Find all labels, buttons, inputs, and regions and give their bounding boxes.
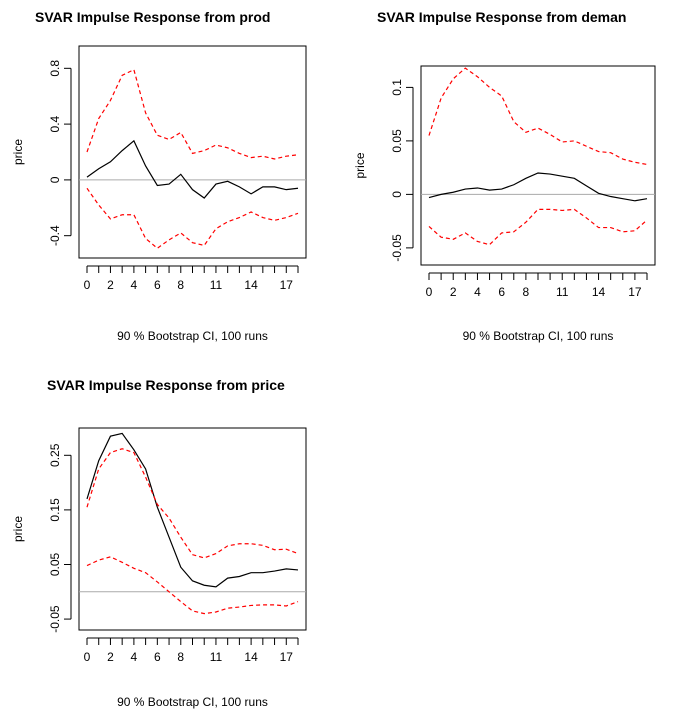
y-axis-label: price: [11, 139, 25, 165]
y-tick-label: 0.05: [390, 129, 404, 153]
x-tick-label: 4: [131, 278, 138, 292]
x-tick-label: 17: [280, 650, 294, 664]
x-tick-label: 6: [498, 285, 505, 299]
x-tick-label: 2: [107, 650, 114, 664]
y-tick-label: 0: [48, 176, 62, 183]
x-tick-label: 14: [244, 650, 258, 664]
x-tick-label: 11: [210, 278, 223, 292]
chart-title: SVAR Impulse Response from deman: [377, 9, 626, 25]
series-line: [86, 68, 299, 160]
x-tick-label: 17: [628, 285, 642, 299]
x-tick-label: 6: [154, 278, 161, 292]
series-line: [428, 67, 648, 166]
y-tick-label: 0.05: [48, 552, 62, 576]
series-line: [86, 432, 299, 588]
plot-box: [78, 45, 307, 259]
x-tick-label: 17: [280, 278, 294, 292]
y-tick-label: -0.05: [390, 234, 404, 262]
x-tick-label: 8: [177, 650, 184, 664]
y-axis-label: price: [11, 516, 25, 542]
y-tick-label: 0: [390, 191, 404, 198]
x-tick-label: 11: [556, 285, 569, 299]
plot-box: [420, 65, 656, 266]
y-tick-label: 0.15: [48, 498, 62, 522]
x-tick-label: 0: [84, 278, 91, 292]
x-tick-label: 0: [426, 285, 433, 299]
y-tick-label: -0.05: [48, 605, 62, 633]
x-tick-label: 2: [107, 278, 114, 292]
series-line: [86, 187, 299, 249]
x-tick-label: 4: [474, 285, 481, 299]
x-tick-label: 8: [177, 278, 184, 292]
y-tick-label: 0.25: [48, 443, 62, 467]
x-tick-label: 4: [131, 650, 138, 664]
y-tick-label: 0.4: [48, 115, 62, 132]
y-tick-label: -0.4: [48, 225, 62, 246]
x-tick-label: 14: [592, 285, 606, 299]
y-axis-label: price: [353, 152, 367, 178]
x-axis-label: 90 % Bootstrap CI, 100 runs: [117, 329, 268, 343]
series-line: [86, 556, 299, 615]
chart-title: SVAR Impulse Response from price: [47, 377, 285, 393]
x-tick-label: 8: [523, 285, 530, 299]
series-line: [428, 208, 648, 246]
x-tick-label: 2: [450, 285, 457, 299]
series-line: [86, 139, 299, 199]
chart-title: SVAR Impulse Response from prod: [35, 9, 270, 25]
y-tick-label: 0.8: [48, 60, 62, 77]
x-tick-label: 14: [244, 278, 258, 292]
series-line: [86, 448, 299, 559]
x-axis-label: 90 % Bootstrap CI, 100 runs: [463, 329, 614, 343]
x-tick-label: 11: [210, 650, 223, 664]
series-line: [428, 172, 648, 202]
y-tick-label: 0.1: [390, 79, 404, 96]
x-tick-label: 0: [84, 650, 91, 664]
x-axis-label: 90 % Bootstrap CI, 100 runs: [117, 695, 268, 709]
plot-box: [78, 427, 307, 631]
x-tick-label: 6: [154, 650, 161, 664]
